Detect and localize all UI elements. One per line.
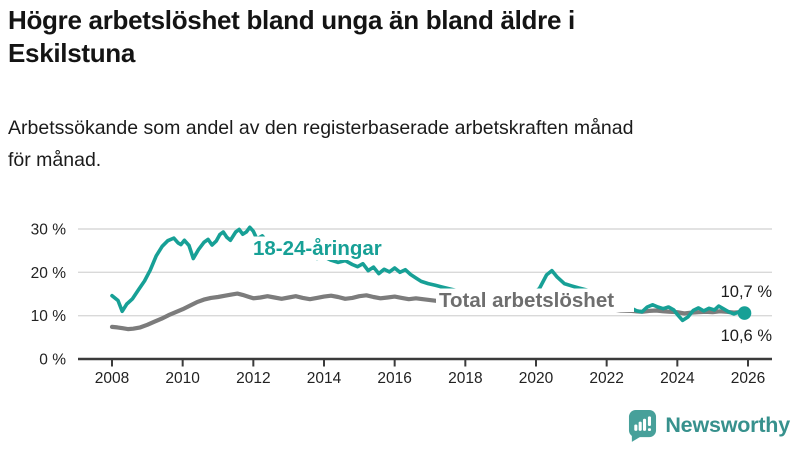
x-tick-label: 2024	[660, 370, 695, 387]
x-tick-label: 2020	[519, 370, 554, 387]
chart-subtitle-line-1: Arbetssökande som andel av den registerb…	[8, 117, 634, 139]
series-label-total: Total arbetslöshet	[436, 288, 634, 314]
y-tick-label: 10 %	[31, 308, 67, 325]
x-tick-label: 2018	[448, 370, 482, 387]
series-label-youth: 18-24-åringar	[249, 236, 397, 262]
x-tick-label: 2014	[307, 370, 342, 387]
x-tick-label: 2022	[589, 370, 623, 387]
chart-subtitle-line-2: för månad.	[8, 149, 102, 172]
x-tick-label: 2026	[731, 370, 765, 387]
newsworthy-logo: Newsworthy	[628, 409, 790, 442]
end-dot	[737, 306, 752, 320]
line-chart: 0 % 10 % 20 % 30 % 2008 2010 2012 2014 2016 2018 2…	[31, 222, 773, 387]
series-label-total-text: Total arbetslöshet	[439, 289, 614, 312]
newsworthy-bubble-chart-icon	[629, 410, 657, 442]
chart-title-line-2: Eskilstuna	[8, 38, 136, 69]
y-tick-label: 20 %	[31, 265, 67, 282]
end-value-total: 10,7 %	[721, 283, 773, 301]
chart-title: Högre arbetslöshet bland unga än bland ä…	[8, 4, 792, 70]
series-label-youth-text: 18-24-åringar	[253, 237, 382, 260]
plot-area: 0 % 10 % 20 % 30 % 2008 2010 2012 2014 2016 2018 2…	[31, 222, 772, 387]
label-halo-youth	[249, 236, 397, 260]
series-line-total	[109, 291, 747, 332]
x-tick-label: 2010	[165, 370, 200, 387]
y-tick-label: 0 %	[39, 352, 66, 369]
label-halo-total	[436, 288, 634, 312]
y-tick-label: 30 %	[31, 222, 67, 239]
x-tick-label: 2012	[236, 370, 270, 387]
x-tick-label: 2016	[377, 370, 411, 387]
chart-subtitle: Arbetssökande som andel av den registerb…	[8, 112, 798, 176]
series-line-youth	[110, 225, 747, 323]
end-value-youth: 10,6 %	[721, 327, 773, 345]
newsworthy-wordmark: Newsworthy	[665, 413, 790, 437]
x-tick-label: 2008	[95, 370, 129, 387]
chart-title-line-1: Högre arbetslöshet bland unga än bland ä…	[8, 5, 575, 35]
